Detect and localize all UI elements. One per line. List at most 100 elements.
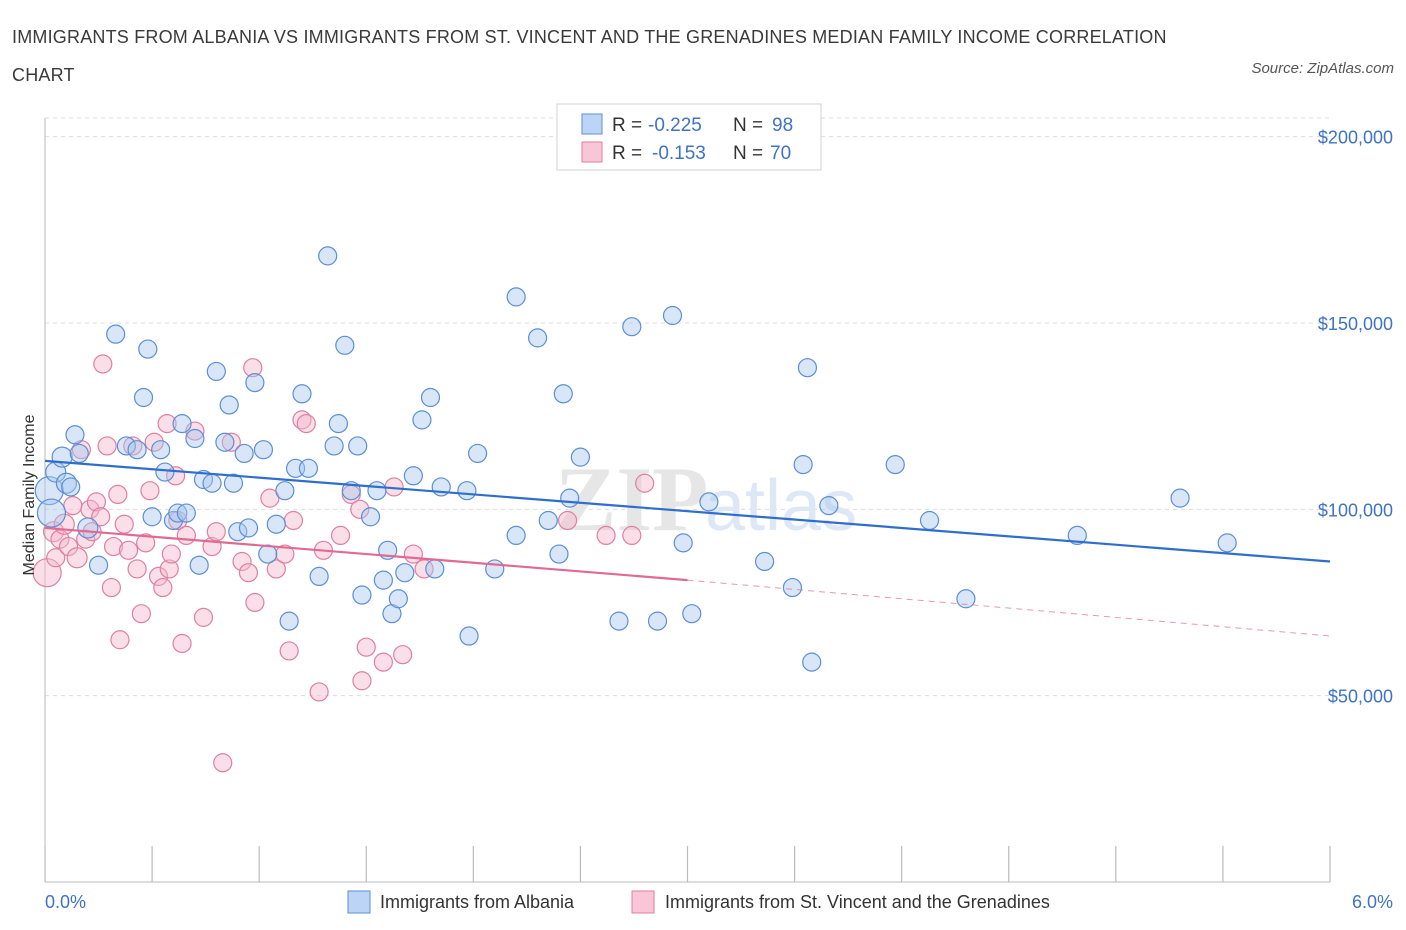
st-vincent-point-56 [330, 525, 351, 546]
albania-point-58 [412, 410, 432, 430]
st-vincent-point-29 [153, 577, 173, 598]
st-vincent-point-6 [63, 495, 83, 516]
st-vincent-point-41 [213, 753, 233, 773]
albania-point-87 [885, 454, 905, 475]
st-vincent-point-2 [46, 548, 66, 568]
albania-point-66 [506, 287, 526, 307]
st-vincent-point-23 [127, 559, 147, 579]
st-vincent-point-14 [93, 354, 113, 374]
st-vincent-point-46 [245, 592, 265, 613]
st-vincent-point-63 [393, 645, 413, 665]
albania-point-31 [234, 443, 254, 464]
st-vincent-point-65 [414, 559, 434, 579]
albania-point-30 [228, 522, 248, 542]
albania-point-42 [309, 566, 329, 587]
y-tick-label-2: $150,000 [1318, 314, 1393, 334]
st-vincent-point-28 [148, 566, 169, 587]
st-vincent-point-17 [103, 536, 124, 557]
legend-correlation: R = -0.225 N = 98 R = -0.153 N = 70 [556, 103, 822, 171]
albania-point-7 [69, 443, 89, 464]
albania-point-44 [324, 436, 344, 456]
albania-point-74 [609, 611, 629, 631]
st-vincent-point-18 [108, 484, 128, 505]
st-vincent-point-24 [131, 604, 151, 624]
y-tick-label-1: $100,000 [1318, 500, 1393, 520]
legend-bottom-swatch-st-vincent [631, 890, 655, 914]
st-vincent-point-61 [373, 652, 393, 672]
albania-point-10 [106, 324, 126, 344]
albania-point-57 [403, 466, 423, 486]
albania-point-38 [279, 611, 299, 631]
albania-point-20 [176, 503, 196, 523]
albania-point-55 [388, 589, 408, 609]
albania-point-36 [266, 514, 286, 534]
albania-point-9 [88, 555, 109, 575]
albania-point-62 [457, 481, 477, 501]
albania-point-56 [395, 563, 415, 583]
st-vincent-point-44 [238, 563, 259, 583]
series-st-vincent [32, 354, 655, 773]
st-vincent-point-40 [206, 522, 226, 542]
albania-point-50 [360, 507, 381, 527]
albania-point-92 [1217, 533, 1237, 553]
trend-line-albania [44, 459, 1331, 563]
albania-point-69 [538, 510, 558, 531]
albania-point-52 [373, 570, 393, 590]
albania-point-90 [1067, 525, 1087, 546]
albania-point-21 [172, 414, 192, 434]
st-vincent-point-48 [266, 559, 286, 579]
albania-point-11 [116, 436, 136, 456]
albania-point-34 [253, 440, 274, 460]
st-vincent-point-19 [110, 630, 130, 650]
y-tick-label-3: $200,000 [1318, 128, 1393, 148]
y-tick-labels: $50,000 $100,000 $150,000 $200,000 [1318, 128, 1393, 707]
legend-r-value-albania: -0.225 [648, 115, 702, 136]
st-vincent-point-13 [91, 507, 111, 527]
albania-point-77 [662, 305, 683, 326]
y-tick-label-0: $50,000 [1328, 687, 1393, 707]
legend-swatch-st-vincent [581, 141, 603, 163]
legend-n-value-st-vincent: 70 [770, 143, 791, 164]
albania-point-67 [506, 525, 526, 546]
st-vincent-point-31 [159, 559, 179, 579]
st-vincent-point-27 [144, 432, 164, 452]
albania-point-70 [549, 544, 569, 564]
albania-point-6 [65, 425, 85, 445]
albania-point-40 [292, 384, 312, 404]
st-vincent-point-5 [58, 536, 79, 557]
st-vincent-point-43 [232, 551, 252, 572]
st-vincent-point-51 [283, 510, 304, 531]
albania-point-27 [215, 432, 235, 452]
x-tick-label-max: 6.0% [1352, 892, 1393, 912]
x-tick-label-min: 0.0% [45, 892, 86, 912]
trend-line-st-vincent-extrapolated [687, 579, 1331, 637]
st-vincent-point-69 [635, 473, 655, 493]
st-vincent-point-54 [309, 682, 329, 702]
albania-point-45 [328, 414, 349, 434]
st-vincent-point-67 [596, 525, 616, 546]
albania-point-68 [527, 328, 548, 348]
albania-point-51 [367, 481, 387, 501]
st-vincent-point-16 [101, 577, 121, 598]
albania-point-88 [919, 510, 940, 531]
albania-point-76 [647, 611, 668, 631]
st-vincent-point-7 [66, 547, 88, 569]
chart-title: IMMIGRANTS FROM ALBANIA VS IMMIGRANTS FR… [12, 27, 1167, 85]
albania-point-1 [36, 498, 67, 528]
legend-swatch-albania [581, 113, 603, 135]
legend-bottom-label-st-vincent: Immigrants from St. Vincent and the Gren… [665, 892, 1050, 912]
st-vincent-point-35 [172, 633, 192, 654]
albania-point-59 [420, 387, 441, 408]
albania-point-37 [275, 481, 295, 501]
legend-bottom-swatch-albania [347, 890, 371, 914]
x-tick-labels: 0.0% 6.0% [45, 892, 1393, 912]
albania-point-75 [622, 317, 642, 337]
watermark-atlas: atlas [705, 466, 857, 546]
chart-source: Source: ZipAtlas.com [1251, 60, 1394, 77]
st-vincent-point-20 [114, 514, 134, 534]
st-vincent-point-30 [157, 414, 177, 434]
st-vincent-point-58 [350, 499, 370, 519]
st-vincent-point-36 [176, 525, 196, 546]
st-vincent-point-45 [243, 358, 263, 378]
